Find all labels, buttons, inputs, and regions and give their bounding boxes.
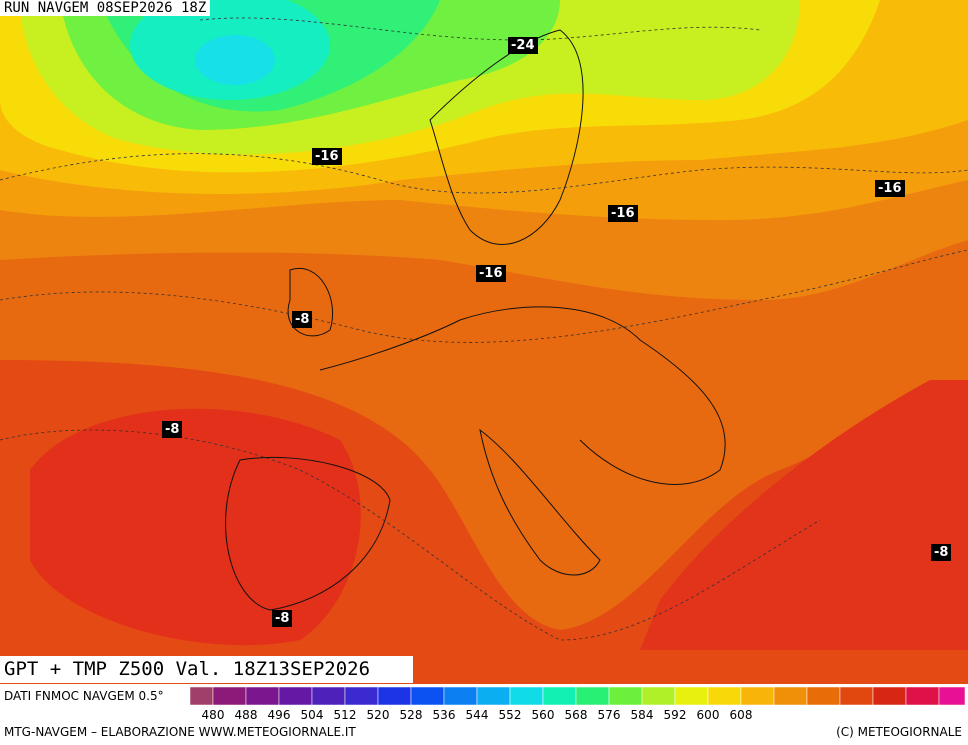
color-swatch bbox=[707, 686, 742, 706]
color-swatch bbox=[806, 686, 841, 706]
color-swatch bbox=[245, 686, 280, 706]
color-swatch bbox=[542, 686, 577, 706]
contour-label: -16 bbox=[608, 205, 638, 222]
colorbar-tick-label: 568 bbox=[565, 708, 588, 722]
colorbar-tick-label: 608 bbox=[730, 708, 753, 722]
contour-label: -8 bbox=[292, 311, 313, 328]
run-title: RUN NAVGEM 08SEP2026 18Z bbox=[0, 0, 211, 16]
source: DATI FNMOC NAVGEM 0.5° bbox=[4, 689, 164, 703]
color-swatch bbox=[905, 686, 940, 706]
color-swatch bbox=[509, 686, 544, 706]
color-swatch bbox=[377, 686, 412, 706]
colorbar-tick-label: 536 bbox=[433, 708, 456, 722]
colorbar-tick-label: 504 bbox=[301, 708, 324, 722]
color-swatch bbox=[773, 686, 808, 706]
legend-strip: 480 488 496 504 512 520 528 536 544 552 560 568 576 5… bbox=[0, 684, 968, 745]
color-swatch bbox=[212, 686, 247, 706]
contour-label: -16 bbox=[875, 180, 905, 197]
color-swatch bbox=[575, 686, 610, 706]
color-swatch bbox=[311, 686, 346, 706]
colorbar-tick-label: 488 bbox=[235, 708, 258, 722]
colorbar-tick-label: 584 bbox=[631, 708, 654, 722]
colorbar-tick-label: 496 bbox=[268, 708, 291, 722]
color-swatch bbox=[839, 686, 874, 706]
color-swatch bbox=[189, 686, 214, 706]
contour-label: -8 bbox=[931, 544, 952, 561]
footer-left: MTG-NAVGEM – ELABORAZIONE WWW.METEOGIORN… bbox=[4, 725, 356, 739]
colorbar-tick-label: 512 bbox=[334, 708, 357, 722]
colorbar-tick-label: 480 bbox=[202, 708, 225, 722]
colorbar-tick-label: 520 bbox=[367, 708, 390, 722]
colorbar-tick-label: 552 bbox=[499, 708, 522, 722]
color-swatch bbox=[344, 686, 379, 706]
field-512 bbox=[195, 35, 275, 85]
colorbar-tick-label: 576 bbox=[598, 708, 621, 722]
contour-label: -8 bbox=[272, 610, 293, 627]
color-swatch bbox=[410, 686, 445, 706]
color-swatch bbox=[938, 686, 966, 706]
contour-label: -16 bbox=[312, 148, 342, 165]
contour-label: -16 bbox=[476, 265, 506, 282]
colorbar-tick-label: 600 bbox=[697, 708, 720, 722]
field-600 bbox=[640, 380, 968, 650]
color-swatch bbox=[641, 686, 676, 706]
contour-label: -24 bbox=[508, 37, 538, 54]
contours bbox=[0, 17, 968, 641]
footer-right: (C) METEOGIORNALE bbox=[836, 725, 962, 739]
color-swatch bbox=[278, 686, 313, 706]
color-swatch bbox=[476, 686, 511, 706]
colorbar-tick-label: 544 bbox=[466, 708, 489, 722]
color-swatch bbox=[740, 686, 775, 706]
colorbar-tick-label: 592 bbox=[664, 708, 687, 722]
caption: GPT + TMP Z500 Val. 18Z13SEP2026 bbox=[0, 656, 413, 683]
field-600 bbox=[30, 408, 361, 646]
color-swatch bbox=[872, 686, 907, 706]
color-swatch bbox=[608, 686, 643, 706]
colorbar-tick-label: 560 bbox=[532, 708, 555, 722]
colorbar: 480 488 496 504 512 520 528 536 544 552 560 568 576 5… bbox=[189, 686, 966, 722]
colorbar-tick-label: 528 bbox=[400, 708, 423, 722]
contour-label: -8 bbox=[162, 421, 183, 438]
color-swatch bbox=[443, 686, 478, 706]
color-swatch bbox=[674, 686, 709, 706]
